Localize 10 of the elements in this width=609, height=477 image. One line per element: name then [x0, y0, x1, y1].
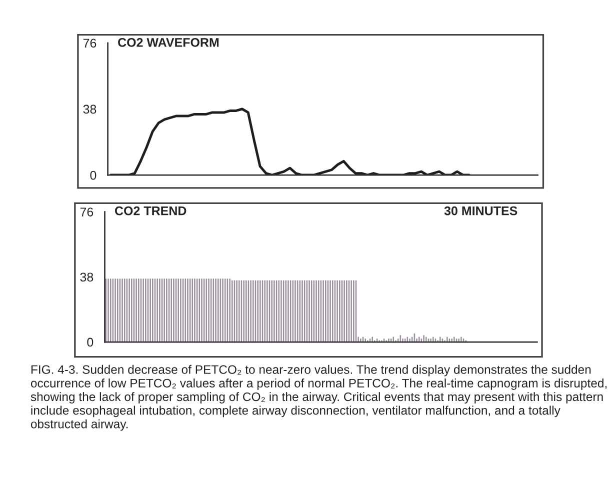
y-tick-label: 76	[80, 208, 94, 216]
chart-title: CO2 TREND	[115, 206, 186, 216]
y-tick-label: 38	[83, 104, 96, 114]
y-tick-label: 38	[80, 272, 94, 282]
y-tick-label: 0	[87, 338, 94, 347]
chart-title: CO2 WAVEFORM	[118, 38, 219, 47]
y-tick-label: 76	[83, 38, 96, 48]
y-tick-label: 0	[90, 170, 96, 180]
annotation: 30 MINUTES	[444, 206, 518, 216]
caption: FIG. 4-3. Sudden decrease of PETCO₂ to near-zero values. The trend display demonstrates the sudden occurrence of low PETCO₂ values after a period of normal PETCO₂. The real-time capnogram is disrupted, showing the lack of proper sampling of CO₂ in the airway. Critical events that may present with this pattern include esophageal intubation, complete airway disconnection, ventilator malfunction, and a totally obstructed airway.	[30, 364, 607, 431]
